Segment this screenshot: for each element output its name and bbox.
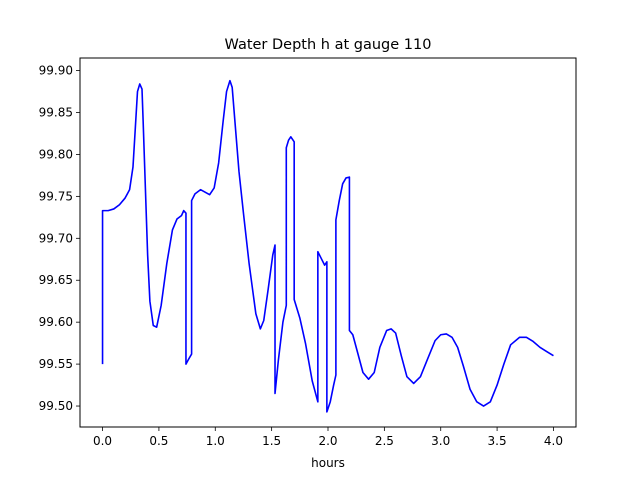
y-tick-label: 99.60 <box>39 315 73 329</box>
series-line <box>101 79 554 413</box>
x-tick-label: 1.5 <box>262 434 281 448</box>
y-tick-label: 99.85 <box>39 106 73 120</box>
x-tick-label: 0.0 <box>93 434 112 448</box>
x-tick-label: 3.5 <box>488 434 507 448</box>
plot-frame <box>79 57 577 428</box>
x-axis: 0.0 0.5 1.0 1.5 2.0 2.5 3.0 3.5 4.0 <box>93 427 563 448</box>
y-tick-label: 99.90 <box>39 64 73 78</box>
plot-area <box>80 58 576 427</box>
y-tick-label: 99.50 <box>39 399 73 413</box>
x-tick-label: 1.0 <box>206 434 225 448</box>
series-layer <box>101 79 554 413</box>
x-tick-label: 4.0 <box>544 434 563 448</box>
x-axis-label: hours <box>311 456 345 470</box>
x-tick-label: 2.5 <box>375 434 394 448</box>
y-tick-label: 99.80 <box>39 147 73 161</box>
y-tick-label: 99.75 <box>39 189 73 203</box>
x-tick-label: 0.5 <box>149 434 168 448</box>
y-tick-label: 99.65 <box>39 273 73 287</box>
x-tick-label: 2.0 <box>318 434 337 448</box>
chart-title: Water Depth h at gauge 110 <box>225 37 432 53</box>
y-tick-label: 99.70 <box>39 231 73 245</box>
y-axis: 99.50 99.55 99.60 99.65 99.70 99.75 99.80 99.85… <box>39 64 80 413</box>
y-tick-label: 99.55 <box>39 357 73 371</box>
x-tick-label: 3.0 <box>431 434 450 448</box>
